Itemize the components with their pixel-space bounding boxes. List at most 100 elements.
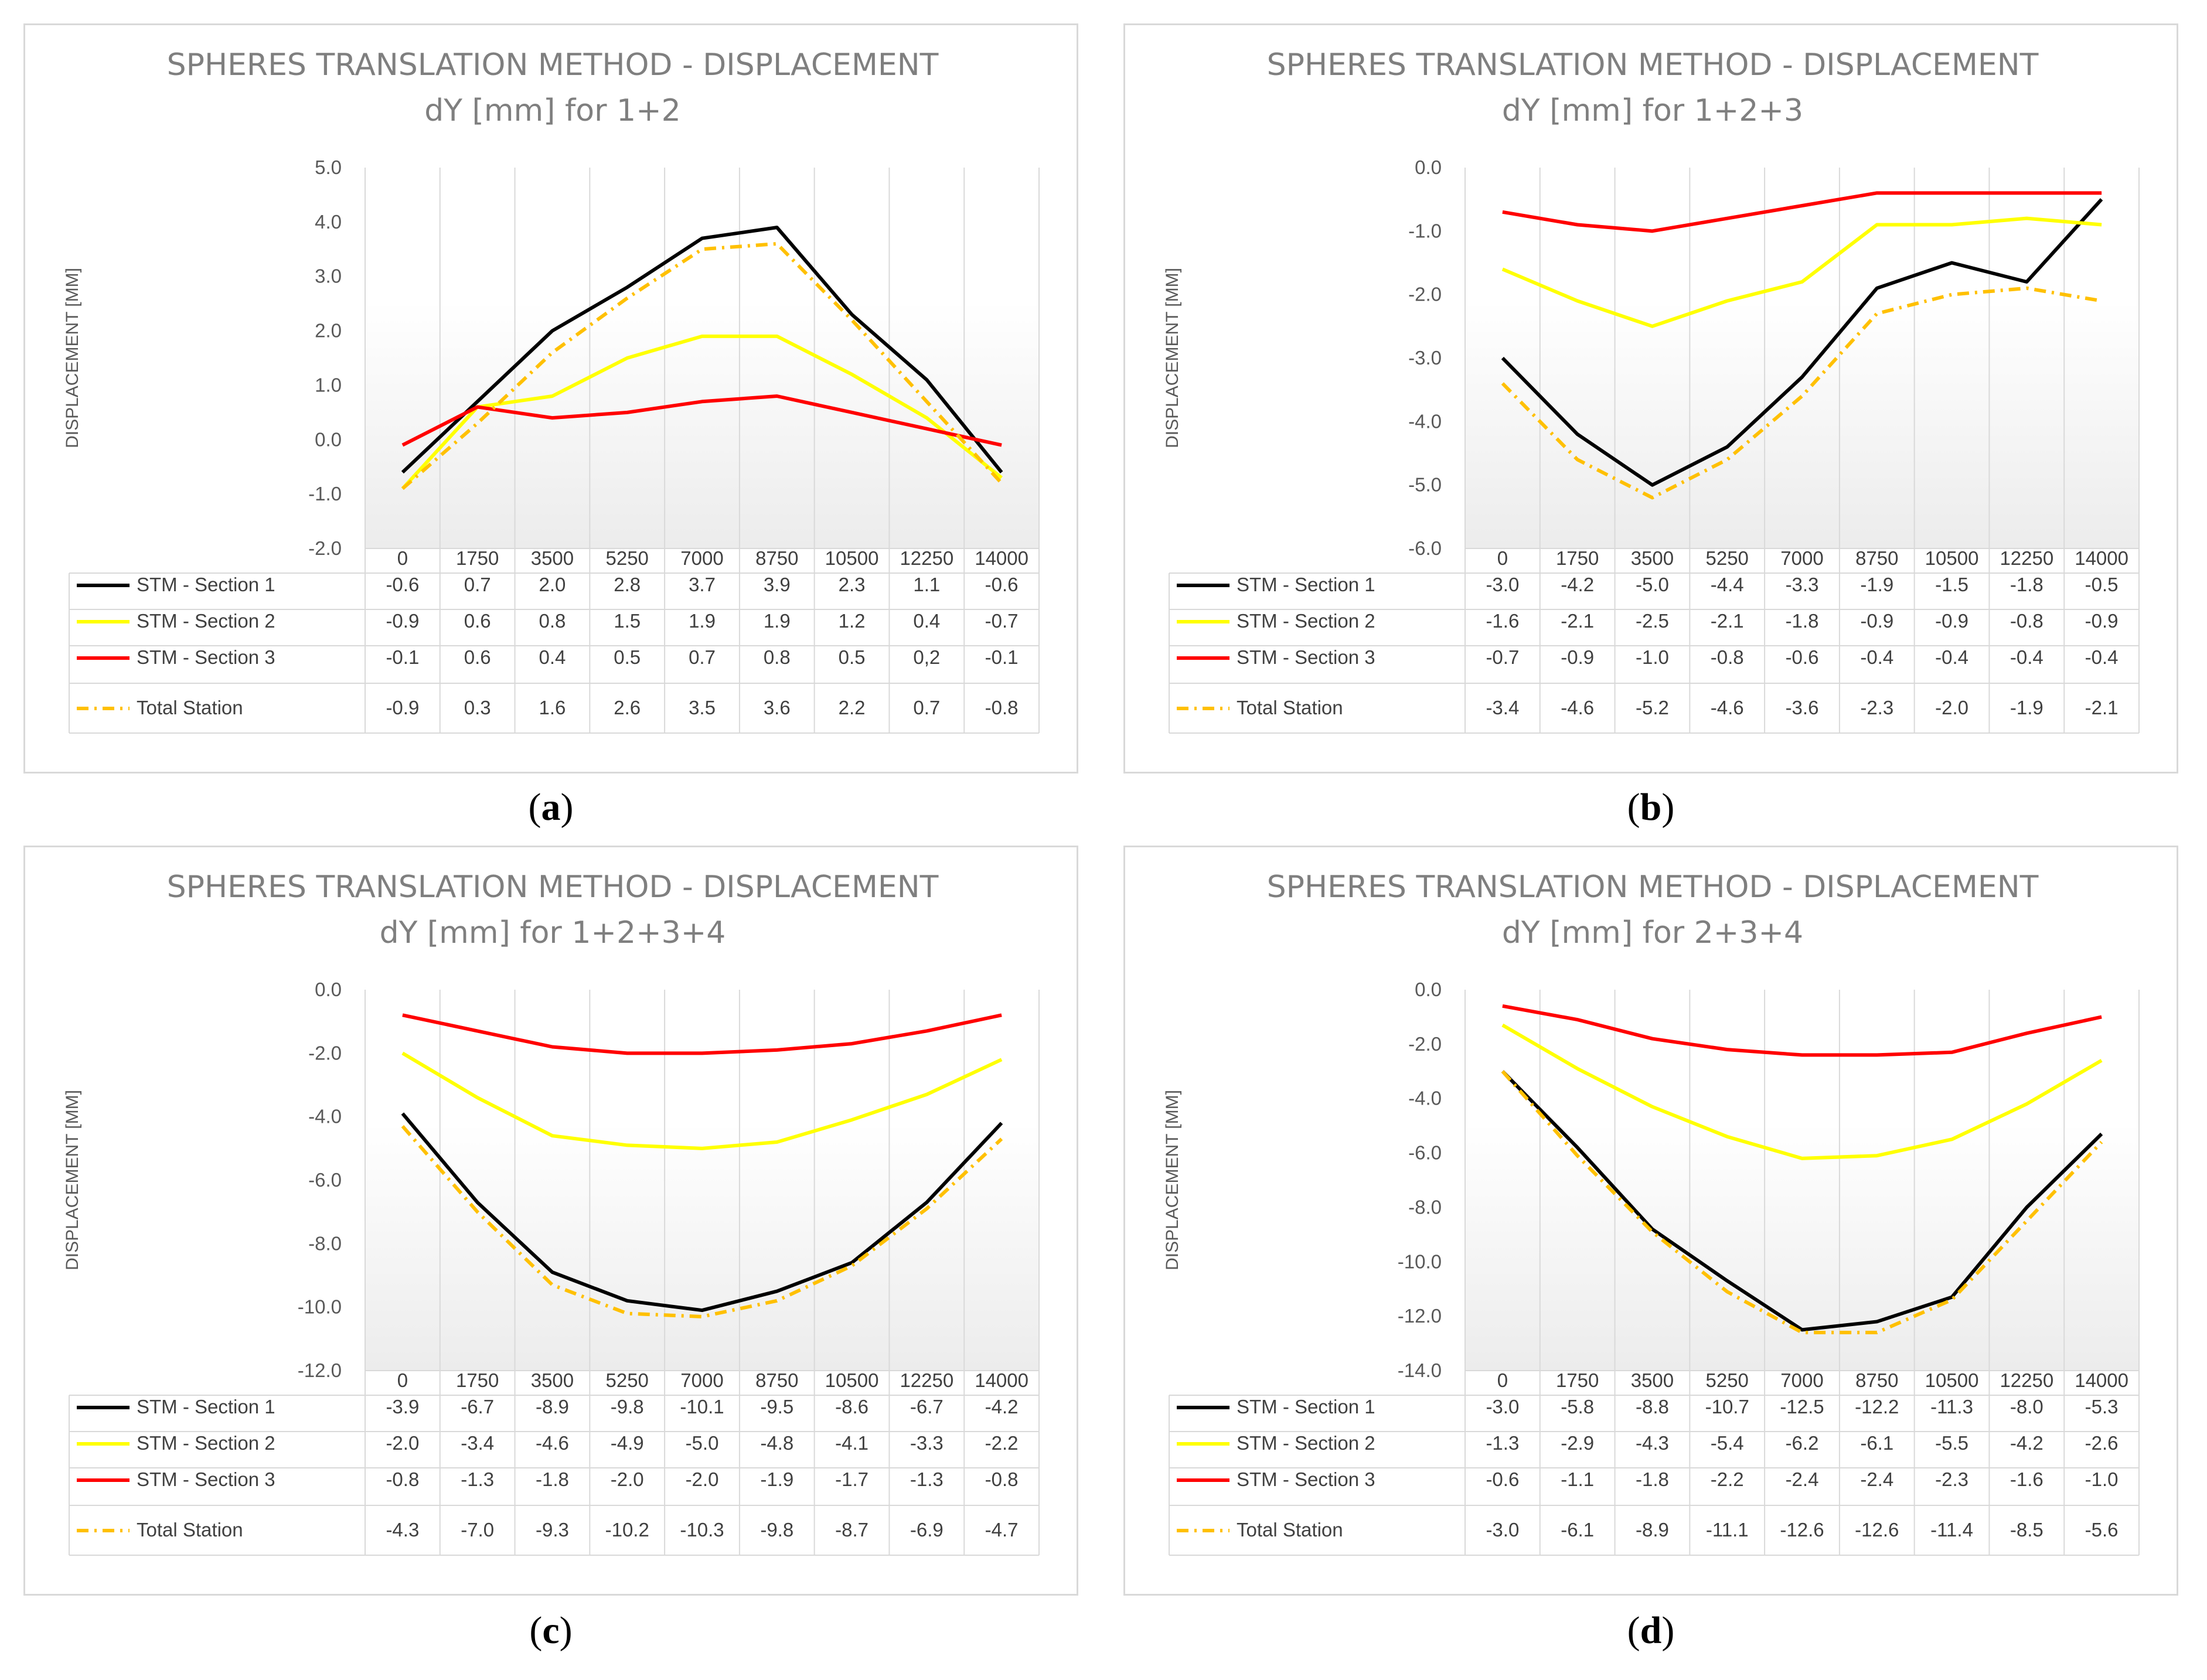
- data-table-value: -10.3: [680, 1519, 724, 1541]
- data-table-value: -8.9: [1636, 1519, 1669, 1541]
- y-tick-label: 4.0: [315, 211, 342, 233]
- chart-svg-c: SPHERES TRANSLATION METHOD - DISPLACEMEN…: [63, 870, 1040, 1556]
- data-table-value: -1.8: [536, 1468, 569, 1490]
- data-table-value: -4.7: [985, 1519, 1019, 1541]
- data-table-value: -0.8: [985, 1468, 1019, 1490]
- data-table-value: -0.9: [2085, 610, 2119, 632]
- legend-label: Total Station: [137, 1519, 243, 1541]
- data-table-value: -3.4: [1486, 697, 1519, 718]
- data-table-value: -0.6: [1486, 1468, 1519, 1490]
- y-tick-label: -4.0: [1408, 410, 1442, 432]
- y-tick-label: 0.0: [1415, 156, 1442, 178]
- data-table-value: 1.5: [614, 610, 641, 632]
- y-axis-label: DISPLACEMENT [MM]: [1163, 268, 1182, 448]
- series-line-3: [1502, 1004, 2102, 1057]
- data-table-value: 0.5: [614, 646, 641, 668]
- data-table-value: -2.3: [1935, 1468, 1968, 1490]
- category-tick-label: 7000: [1780, 1369, 1823, 1391]
- legend-label: STM - Section 3: [1237, 646, 1375, 668]
- category-tick-label: 8750: [755, 547, 798, 569]
- data-table-value: -4.3: [1636, 1432, 1669, 1454]
- data-table-value: 2.8: [614, 574, 641, 595]
- legend-label: STM - Section 2: [137, 1432, 275, 1454]
- data-table-value: -1.6: [2010, 1468, 2043, 1490]
- category-tick-label: 12250: [900, 547, 953, 569]
- data-table-value: -1.7: [835, 1468, 869, 1490]
- data-table-value: -3.0: [1486, 574, 1519, 595]
- data-table-value: 2.0: [539, 574, 566, 595]
- category-tick-label: 14000: [975, 1369, 1028, 1391]
- category-tick-label: 12250: [900, 1369, 953, 1391]
- data-table-value: -3.4: [461, 1432, 494, 1454]
- category-tick-label: 5250: [1706, 547, 1749, 569]
- plot-area: [365, 990, 1039, 1371]
- series-line-2: [401, 1051, 1003, 1150]
- series-line-4: [401, 242, 1003, 490]
- y-tick-label: -14.0: [1398, 1359, 1442, 1381]
- data-table-value: -1.8: [1786, 610, 1819, 632]
- y-tick-label: -10.0: [1398, 1250, 1442, 1272]
- data-table-value: -9.5: [760, 1396, 793, 1417]
- plot-area: [365, 168, 1039, 548]
- data-table-value: -1.9: [2010, 697, 2043, 718]
- category-tick-label: 14000: [2075, 547, 2128, 569]
- chart-subtitle: dY [mm] for 2+3+4: [1502, 915, 1803, 950]
- category-tick-label: 8750: [1855, 1369, 1898, 1391]
- data-table-value: -10.2: [605, 1519, 649, 1541]
- legend-label: Total Station: [1237, 697, 1343, 718]
- y-tick-label: -8.0: [1408, 1196, 1442, 1218]
- data-table-value: -2.6: [2085, 1432, 2119, 1454]
- category-tick-label: 5250: [1706, 1369, 1749, 1391]
- data-table-value: -11.3: [1930, 1396, 1973, 1417]
- data-table-value: 0.4: [913, 610, 940, 632]
- caption-c: (c): [529, 1609, 573, 1652]
- y-tick-label: -5.0: [1408, 474, 1442, 496]
- y-axis-label: DISPLACEMENT [MM]: [63, 268, 82, 448]
- chart-title: SPHERES TRANSLATION METHOD - DISPLACEMEN…: [167, 47, 939, 83]
- y-tick-label: -10.0: [298, 1296, 342, 1318]
- series-line-2: [1501, 1023, 2103, 1160]
- data-table-value: -5.2: [1636, 697, 1669, 718]
- data-table-value: 3.5: [689, 697, 716, 718]
- legend-label: STM - Section 1: [1237, 1396, 1375, 1417]
- y-tick-label: -2.0: [308, 537, 342, 559]
- data-table-value: -3.0: [1486, 1396, 1519, 1417]
- data-table-value: 0.7: [913, 697, 940, 718]
- y-tick-label: 1.0: [315, 374, 342, 396]
- data-table-value: -0.1: [386, 646, 419, 668]
- chart-subtitle: dY [mm] for 1+2+3: [1502, 93, 1803, 128]
- data-table-value: -12.5: [1780, 1396, 1824, 1417]
- data-table-value: -8.5: [2010, 1519, 2043, 1541]
- y-tick-label: -2.0: [1408, 1033, 1442, 1055]
- data-table-value: -3.0: [1486, 1519, 1519, 1541]
- data-table-value: -4.4: [1711, 574, 1744, 595]
- data-table-value: -0.7: [985, 610, 1019, 632]
- series-line-4: [1501, 1070, 2103, 1334]
- category-tick-label: 10500: [1925, 1369, 1979, 1391]
- data-table-value: -6.9: [910, 1519, 944, 1541]
- category-tick-label: 14000: [975, 547, 1028, 569]
- chart-title: SPHERES TRANSLATION METHOD - DISPLACEMEN…: [167, 870, 939, 905]
- y-tick-label: -2.0: [1408, 284, 1442, 305]
- series-line-4: [1501, 286, 2102, 500]
- data-table-value: -9.3: [536, 1519, 569, 1541]
- data-table-value: -0.4: [1860, 646, 1893, 668]
- caption-a: (a): [528, 786, 574, 829]
- data-table-value: -2.0: [686, 1468, 719, 1490]
- data-table-value: -4.8: [760, 1432, 793, 1454]
- chart-panel-b: SPHERES TRANSLATION METHOD - DISPLACEMEN…: [1123, 23, 2178, 773]
- data-table-value: -1.8: [1636, 1468, 1669, 1490]
- category-tick-label: 3500: [1631, 1369, 1674, 1391]
- data-table-value: -4.9: [611, 1432, 644, 1454]
- data-table-value: -4.2: [1561, 574, 1594, 595]
- legend-label: Total Station: [137, 697, 243, 718]
- y-tick-label: -12.0: [1398, 1305, 1442, 1327]
- category-tick-label: 14000: [2075, 1369, 2128, 1391]
- data-table-value: -0.9: [1561, 646, 1594, 668]
- series-line-1: [1501, 1070, 2103, 1332]
- series-line-3: [1502, 191, 2102, 233]
- legend-label: STM - Section 2: [1237, 1432, 1375, 1454]
- category-tick-label: 12250: [2000, 1369, 2053, 1391]
- data-table-value: -3.6: [1786, 697, 1819, 718]
- data-table-value: -4.2: [985, 1396, 1019, 1417]
